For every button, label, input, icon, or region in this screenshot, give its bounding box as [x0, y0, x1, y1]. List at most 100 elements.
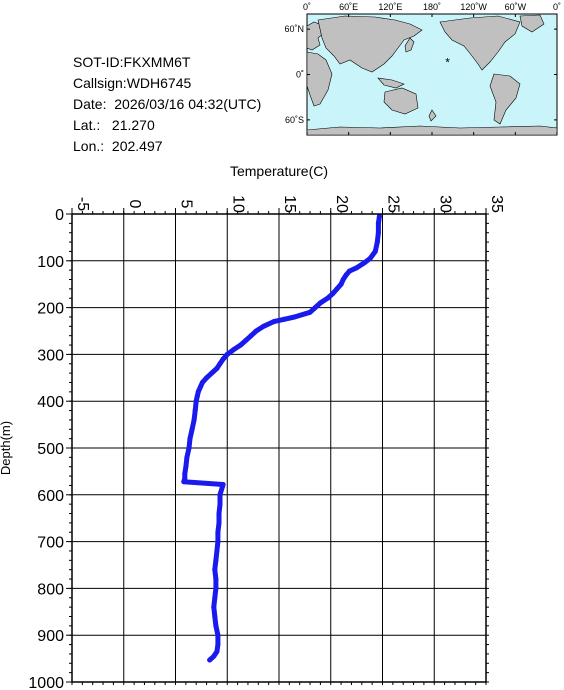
profile-point [194, 394, 200, 400]
chart-minor-ticks [66, 208, 489, 685]
x-tick-label: 5 [178, 200, 195, 209]
profile-info: SOT-ID:FKXMM6T Callsign:WDH6745 Date: 20… [73, 52, 261, 157]
profile-point [338, 281, 344, 287]
profile-point [253, 328, 259, 334]
lon-label: Lon.: 202.497 [73, 138, 163, 154]
land-indonesia [377, 77, 405, 89]
profile-point [193, 398, 199, 404]
x-tick-label: 0 [126, 200, 143, 209]
lat-label: Lat.: 21.270 [73, 117, 155, 133]
profile-point [189, 426, 195, 432]
profile-point [213, 557, 219, 563]
x-axis-title: Temperature(C) [230, 163, 328, 179]
map-lon-label: 180˚ [423, 2, 441, 12]
profile-point [187, 436, 193, 442]
x-tick-label: 35 [488, 195, 505, 213]
profile-point [214, 365, 220, 371]
profile-point [248, 333, 254, 339]
y-tick-label: 600 [37, 488, 64, 505]
x-tick-label: 30 [436, 195, 453, 213]
callsign-label: Callsign:WDH6745 [73, 75, 192, 91]
profile-point [372, 248, 378, 254]
y-tick-label: 300 [37, 347, 64, 364]
profile-point [238, 342, 244, 348]
profile-point [199, 379, 205, 385]
map-land [306, 14, 558, 136]
y-tick-label: 1000 [28, 675, 64, 690]
y-tick-label: 700 [37, 535, 64, 552]
profile-point [213, 576, 219, 582]
map-lon-label: 60˚E [339, 2, 358, 12]
profile-point [215, 632, 221, 638]
profile-point [374, 239, 380, 245]
profile-point [213, 623, 219, 629]
profile-point [215, 529, 221, 535]
land-south-america [489, 73, 521, 125]
profile-point [211, 653, 217, 659]
y-tick-label: 400 [37, 394, 64, 411]
profile-point [292, 314, 298, 320]
profile-point [271, 319, 277, 325]
profile-point [220, 356, 226, 362]
profile-point [204, 375, 210, 381]
profile-point [212, 595, 218, 601]
profile-point [215, 642, 221, 648]
profile-point [243, 337, 249, 343]
chart-grid [71, 213, 487, 683]
profile-point [312, 305, 318, 311]
profile-point [195, 389, 201, 395]
x-tick-label: 10 [229, 195, 246, 213]
profile-point [184, 454, 190, 460]
map-lon-label: 120˚E [378, 2, 402, 12]
profile-point [217, 492, 223, 498]
profile-point [375, 220, 381, 226]
y-tick-label: 800 [37, 581, 64, 598]
profile-point [216, 520, 222, 526]
y-tick-label: 200 [37, 301, 64, 318]
temperature-profile-line [181, 213, 382, 663]
land-asia [317, 15, 423, 73]
profile-point [307, 309, 313, 315]
profile-point [211, 604, 217, 610]
map-lat-labels: 60˚N 0˚ 60˚S [284, 24, 304, 125]
map-lat-label: 60˚S [285, 115, 304, 125]
date-label: Date: 2026/03/16 04:32(UTC) [73, 96, 262, 112]
land-australia [383, 87, 419, 115]
x-tick-label: 15 [281, 195, 298, 213]
profile-point [376, 213, 382, 219]
profile-point [186, 445, 192, 451]
profile-point [330, 291, 336, 297]
profile-point [281, 316, 287, 322]
profile-point [183, 464, 189, 470]
profile-point [182, 471, 188, 477]
profile-point [215, 539, 221, 545]
profile-point [224, 351, 230, 357]
profile-point [181, 479, 187, 485]
profile-point [334, 286, 340, 292]
y-tick-labels: 0 100 200 300 400 500 600 700 800 900 1000 [28, 207, 64, 690]
profile-point [214, 548, 220, 554]
profile-point [217, 501, 223, 507]
y-tick-label: 900 [37, 628, 64, 645]
y-axis-title: Depth(m) [0, 421, 13, 475]
profile-point [343, 272, 349, 278]
land-north-america [439, 15, 521, 71]
profile-point [230, 347, 236, 353]
map-lon-label: 60˚W [505, 2, 527, 12]
profile-point [260, 323, 266, 329]
map-lat-label: 60˚N [284, 24, 304, 34]
land-greenland [519, 14, 545, 33]
map-lon-labels: 0˚ 60˚E 120˚E 180˚ 120˚W 60˚W 0˚ [303, 2, 561, 12]
x-tick-label: 25 [385, 195, 402, 213]
profile-point [361, 260, 367, 266]
profile-point [209, 370, 215, 376]
profile-point [325, 295, 331, 301]
y-tick-label: 0 [55, 207, 64, 224]
map-lon-label: 0˚ [303, 2, 311, 12]
profile-point [212, 567, 218, 573]
profile-point [207, 657, 213, 663]
y-tick-label: 100 [37, 254, 64, 271]
x-tick-label: 20 [333, 195, 350, 213]
profile-point [197, 384, 203, 390]
profile-point [214, 649, 220, 655]
